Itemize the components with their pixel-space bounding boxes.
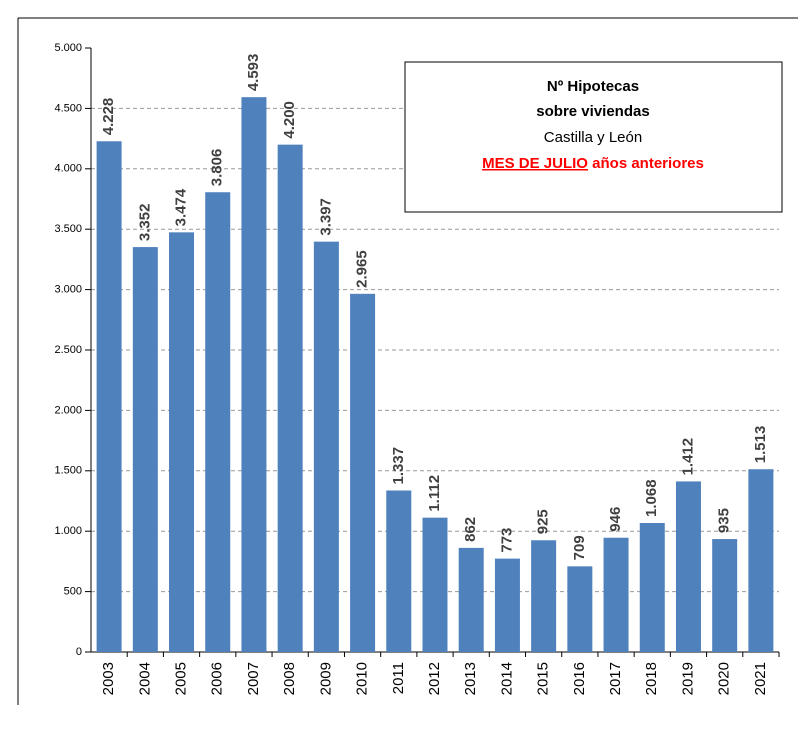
bar <box>386 490 412 652</box>
x-tick-label: 2015 <box>535 662 552 695</box>
bar <box>712 539 738 652</box>
annotation-highlight: MES DE JULIO <box>482 155 588 172</box>
data-label: 1.112 <box>426 475 443 512</box>
bar <box>748 469 774 652</box>
chart-title: Nº Hipotecas <box>547 78 639 95</box>
bar <box>96 141 122 652</box>
bar <box>458 547 484 652</box>
bar <box>422 517 448 652</box>
bar <box>313 241 339 652</box>
bar <box>277 144 303 652</box>
x-tick-label: 2016 <box>571 662 588 695</box>
x-tick-label: 2008 <box>281 662 298 695</box>
data-label: 862 <box>462 517 479 542</box>
y-tick-label: 4.500 <box>54 102 82 114</box>
data-label: 4.593 <box>245 54 262 92</box>
bar <box>132 247 158 652</box>
x-tick-label: 2018 <box>643 662 660 695</box>
x-tick-label: 2010 <box>354 662 371 695</box>
annotation-text: años anteriores <box>592 155 704 172</box>
data-label: 3.352 <box>136 204 153 242</box>
x-tick-label: 2013 <box>462 662 479 695</box>
x-tick-label: 2011 <box>390 662 407 694</box>
x-tick-label: 2012 <box>426 662 443 695</box>
chart-title: sobre viviendas <box>536 103 649 120</box>
x-tick-label: 2014 <box>498 662 515 695</box>
y-tick-label: 1.000 <box>54 525 82 537</box>
x-tick-label: 2021 <box>752 662 769 695</box>
bar <box>169 232 195 652</box>
x-tick-label: 2007 <box>245 662 262 695</box>
y-tick-label: 0 <box>76 646 82 658</box>
data-label: 3.474 <box>172 188 189 226</box>
data-label: 4.200 <box>281 101 298 139</box>
bar <box>675 481 701 652</box>
data-label: 1.337 <box>390 447 407 485</box>
x-tick-label: 2004 <box>136 662 153 695</box>
data-label: 709 <box>571 535 588 560</box>
y-tick-label: 3.500 <box>54 223 82 235</box>
bar <box>205 192 231 652</box>
bar <box>567 566 593 652</box>
data-label: 3.397 <box>317 198 334 236</box>
x-tick-label: 2020 <box>716 662 733 695</box>
data-label: 935 <box>716 508 733 533</box>
bar <box>531 540 557 652</box>
y-tick-label: 4.000 <box>54 163 82 175</box>
annotation: MES DE JULIO años anteriores <box>482 155 704 172</box>
y-tick-label: 2.500 <box>54 344 82 356</box>
data-label: 1.412 <box>679 438 696 476</box>
data-label: 1.068 <box>643 479 660 517</box>
x-tick-label: 2017 <box>607 662 624 695</box>
bar <box>494 558 520 652</box>
x-tick-label: 2006 <box>209 662 226 695</box>
title-box <box>404 61 783 213</box>
data-label: 1.513 <box>752 426 769 464</box>
x-tick-label: 2005 <box>172 662 189 695</box>
y-tick-label: 1.500 <box>54 465 82 477</box>
bar <box>639 522 665 652</box>
x-tick-label: 2009 <box>317 662 334 695</box>
data-label: 4.228 <box>100 98 117 136</box>
bar <box>603 537 629 652</box>
y-tick-label: 3.000 <box>54 284 82 296</box>
data-label: 3.806 <box>209 149 226 187</box>
data-label: 925 <box>535 509 552 534</box>
y-tick-label: 5.000 <box>54 42 82 54</box>
x-tick-label: 2003 <box>100 662 117 695</box>
subtitle: Castilla y León <box>544 129 642 146</box>
x-tick-label: 2019 <box>679 662 696 695</box>
data-label: 946 <box>607 507 624 532</box>
y-tick-label: 500 <box>64 586 82 598</box>
data-label: 2.965 <box>354 250 371 288</box>
data-label: 773 <box>498 528 515 553</box>
bar <box>241 97 267 653</box>
plot: 0 500 1.000 1.500 2.000 2.500 3.000 3.500 4.000 4… <box>54 42 780 695</box>
y-tick-label: 2.000 <box>54 404 82 416</box>
bar <box>350 293 376 652</box>
